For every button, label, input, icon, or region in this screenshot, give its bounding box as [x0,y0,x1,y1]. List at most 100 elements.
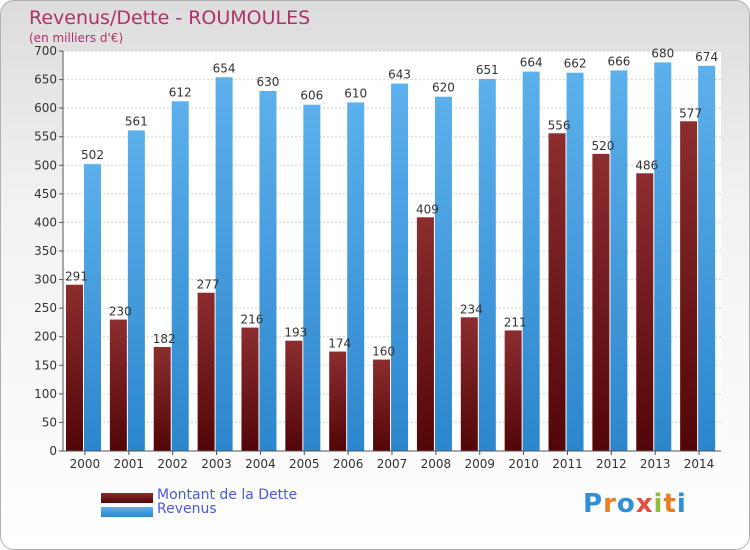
bar-debt-2004 [241,327,259,451]
y-tick-label: 400 [34,215,57,229]
data-label-debt-2007: 160 [372,345,395,359]
bar-debt-2003 [197,292,215,451]
bars [66,62,716,452]
data-label-revenue-2001: 561 [125,114,148,128]
y-tick-label: 450 [34,187,57,201]
x-tick-label-2011: 2011 [552,457,583,471]
x-tick-label-2010: 2010 [508,457,539,471]
data-label-debt-2012: 520 [591,139,614,153]
data-label-debt-2003: 277 [197,278,220,292]
x-tick-label-2009: 2009 [464,457,495,471]
bar-revenue-2010 [522,71,540,452]
bar-debt-2008 [416,217,434,451]
x-tick-label-2001: 2001 [114,457,145,471]
logo-letter: o [616,489,636,519]
data-label-revenue-2011: 662 [564,57,587,71]
data-label-revenue-2002: 612 [169,85,192,99]
data-label-revenue-2007: 643 [388,68,411,82]
y-tick-label: 300 [34,273,57,287]
axes: 0 50 100 150 200 250 300 350 400 450 500 550 600 650 7… [34,44,721,471]
x-tick-label-2006: 2006 [333,457,364,471]
data-label-debt-2008: 409 [416,202,439,216]
data-label-revenue-2003: 654 [213,61,236,75]
data-label-revenue-2000: 502 [81,148,104,162]
y-tick-label: 50 [42,415,57,429]
bar-revenue-2009 [478,79,496,451]
logo-letter: i [653,489,664,519]
logo-letter: t [663,489,677,519]
y-tick-label: 600 [34,101,57,115]
bar-debt-2006 [329,351,347,451]
y-tick-label: 500 [34,158,57,172]
bar-revenue-2014 [698,65,716,451]
x-tick-label-2000: 2000 [70,457,101,471]
legend-label-debt: Montant de la Dette [157,487,298,503]
data-label-debt-2000: 291 [65,270,88,284]
bar-debt-2001 [109,319,127,451]
bar-revenue-2008 [434,96,452,451]
data-label-debt-2004: 216 [241,313,264,327]
data-label-debt-2009: 234 [460,302,483,316]
bar-debt-2009 [460,317,478,451]
x-tick-label-2014: 2014 [684,457,715,471]
chart-subtitle: (en milliers d'€) [29,31,124,45]
data-label-debt-2014: 577 [679,106,702,120]
legend-swatch-revenue [101,507,153,517]
bar-debt-2014 [680,121,698,452]
legend-label-revenue: Revenus [157,501,217,517]
bar-revenue-2006 [347,102,365,451]
data-label-debt-2013: 486 [635,158,658,172]
bar-debt-2007 [373,359,391,451]
bar-debt-2005 [285,340,303,451]
legend-swatch-debt [101,493,153,503]
y-tick-label: 200 [34,330,57,344]
x-tick-label-2005: 2005 [289,457,320,471]
bar-revenue-2011 [566,72,584,451]
data-label-debt-2002: 182 [153,332,176,346]
bar-revenue-2013 [654,62,672,452]
data-label-revenue-2013: 680 [651,46,674,60]
data-label-revenue-2012: 666 [607,54,630,68]
bar-debt-2011 [548,133,566,452]
chart-title: Revenus/Dette - ROUMOULES [29,7,311,29]
y-tick-label: 550 [34,130,57,144]
logo-letter: r [603,489,617,519]
y-tick-label: 350 [34,244,57,258]
data-label-revenue-2004: 630 [257,75,280,89]
bar-revenue-2003 [215,77,233,452]
bar-revenue-2002 [171,101,189,452]
y-tick-label: 150 [34,358,57,372]
data-label-debt-2011: 556 [548,118,571,132]
bar-revenue-2004 [259,91,277,451]
y-tick-label: 250 [34,301,57,315]
proxiti-logo: Proxiti [583,489,687,519]
logo-letter: P [583,489,604,519]
data-label-debt-2006: 174 [328,337,351,351]
data-label-revenue-2006: 610 [344,86,367,100]
data-labels: 291 502 230 561 182 612 277 654 216 630 193 606 174 6… [65,46,718,358]
data-label-debt-2005: 193 [284,326,307,340]
data-label-revenue-2009: 651 [476,63,499,77]
bar-debt-2013 [636,173,654,452]
bar-revenue-2007 [391,83,409,452]
x-tick-label-2002: 2002 [157,457,188,471]
bar-revenue-2000 [84,164,101,451]
bar-debt-2012 [592,153,610,451]
bar-revenue-2001 [127,130,145,451]
x-tick-label-2012: 2012 [596,457,627,471]
bar-revenue-2005 [303,104,321,451]
y-tick-label: 0 [49,444,57,458]
bar-debt-2002 [153,347,171,451]
bar-revenue-2012 [610,70,628,451]
logo-letter: x [635,489,654,519]
y-tick-label: 700 [34,44,57,58]
data-label-revenue-2008: 620 [432,81,455,95]
x-tick-label-2008: 2008 [421,457,452,471]
data-label-revenue-2010: 664 [520,56,543,70]
x-tick-label-2003: 2003 [201,457,232,471]
x-tick-label-2013: 2013 [640,457,671,471]
bar-debt-2010 [504,330,522,451]
x-tick-label-2004: 2004 [245,457,276,471]
y-tick-label: 650 [34,73,57,87]
